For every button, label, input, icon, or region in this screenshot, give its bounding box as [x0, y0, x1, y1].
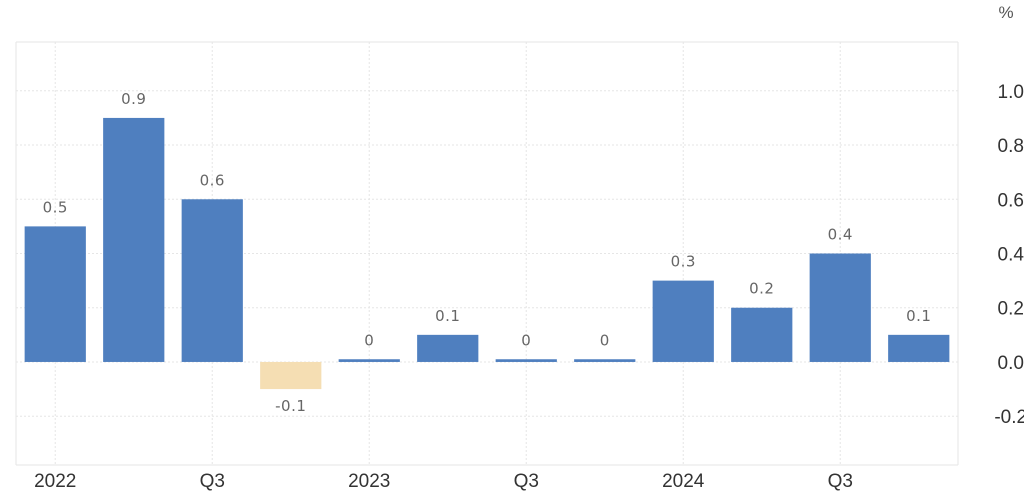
- y-tick-label: -0.20: [994, 407, 1024, 428]
- y-tick-label: 0.20: [998, 299, 1024, 320]
- bar: [652, 280, 714, 362]
- x-tick-label: 2023: [348, 471, 390, 492]
- y-axis-ticks: 1.00 0.80 0.60 0.40 0.20 0.00 -0.20: [994, 82, 1024, 428]
- grid: [15, 41, 959, 466]
- data-label: 0.1: [435, 307, 460, 325]
- y-tick-label: 1.00: [998, 82, 1024, 103]
- data-label: 0: [521, 331, 531, 349]
- data-labels: 0.5 0.9 0.6 -0.1 0 0.1 0 0 0.3 0.2 0.4 0.1: [43, 90, 931, 415]
- y-axis-unit-label: %: [998, 3, 1013, 22]
- bar: [103, 117, 165, 362]
- data-label: 0.1: [906, 307, 931, 325]
- bar: [260, 361, 322, 390]
- data-label: 0.6: [200, 171, 225, 189]
- data-label: 0.9: [121, 90, 146, 108]
- bar: [731, 307, 793, 362]
- bar: [888, 334, 950, 362]
- x-tick-label: 2024: [662, 471, 705, 492]
- bar: [417, 334, 479, 362]
- bar: [574, 359, 636, 362]
- y-tick-label: 0.00: [998, 353, 1024, 374]
- y-tick-label: 0.80: [998, 136, 1024, 157]
- bar: [495, 359, 557, 362]
- data-label: -0.1: [275, 397, 306, 415]
- y-tick-label: 0.60: [998, 190, 1024, 211]
- data-label: 0: [600, 331, 610, 349]
- bar: [181, 199, 243, 362]
- x-tick-label: Q3: [828, 471, 853, 492]
- bar: [809, 253, 871, 362]
- bar: [338, 359, 400, 362]
- bar: [24, 226, 86, 362]
- data-label: 0.2: [749, 280, 774, 298]
- data-label: 0.5: [43, 198, 68, 216]
- x-tick-label: Q3: [514, 471, 539, 492]
- x-tick-label: 2022: [34, 471, 76, 492]
- data-label: 0.3: [671, 253, 696, 271]
- bars: [24, 117, 950, 390]
- x-tick-label: Q3: [200, 471, 225, 492]
- x-axis-ticks: 2022 Q3 2023 Q3 2024 Q3: [34, 471, 853, 492]
- data-label: 0.4: [828, 226, 853, 244]
- y-tick-label: 0.40: [998, 245, 1024, 266]
- data-label: 0: [364, 331, 374, 349]
